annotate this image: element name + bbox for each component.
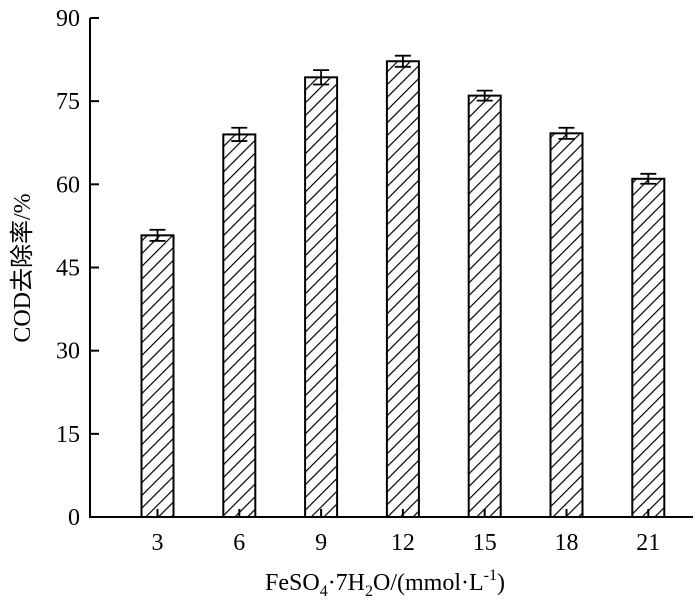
bar-18 bbox=[549, 132, 584, 519]
bar-12 bbox=[385, 60, 420, 518]
x-tick-label-12: 12 bbox=[391, 530, 415, 556]
y-tick-label-90: 90 bbox=[56, 6, 80, 32]
bar-21 bbox=[631, 177, 666, 519]
x-tick-label-6: 6 bbox=[233, 530, 245, 556]
bar-9 bbox=[304, 76, 339, 518]
y-tick-label-75: 75 bbox=[56, 89, 80, 115]
x-axis-title: FeSO4·7H2O/(mmol·L-1) bbox=[265, 567, 505, 600]
y-tick-label-45: 45 bbox=[56, 256, 80, 282]
bar-6 bbox=[222, 133, 257, 519]
y-tick-label-15: 15 bbox=[56, 422, 80, 448]
bar-3 bbox=[140, 234, 175, 518]
y-axis-title: COD去除率/% bbox=[9, 193, 36, 342]
x-tick-label-9: 9 bbox=[315, 530, 327, 556]
x-tick-label-21: 21 bbox=[636, 530, 660, 556]
plot-area: 0 15 30 45 60 75 90 3 6 9 12 15 18 21 bbox=[56, 6, 693, 556]
x-tick-label-15: 15 bbox=[473, 530, 497, 556]
bar-15 bbox=[467, 94, 502, 518]
x-tick-label-3: 3 bbox=[152, 530, 164, 556]
y-tick-label-0: 0 bbox=[68, 505, 80, 531]
y-tick-label-60: 60 bbox=[56, 172, 80, 198]
x-tick-label-18: 18 bbox=[555, 530, 579, 556]
y-tick-label-30: 30 bbox=[56, 339, 80, 365]
